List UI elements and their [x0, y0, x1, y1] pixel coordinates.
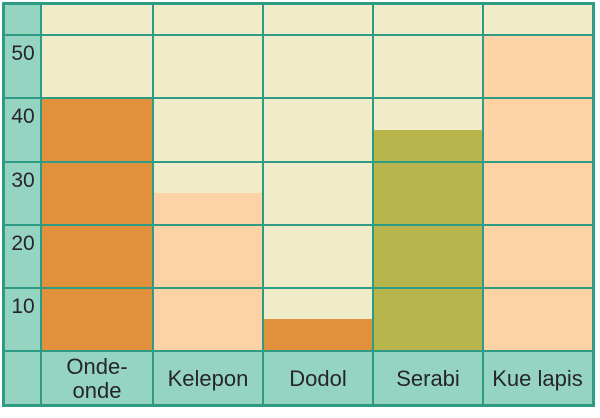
gridline-horizontal [5, 287, 592, 289]
gridline-vertical [40, 5, 42, 404]
gridline-vertical [372, 5, 374, 404]
gridline-horizontal [5, 97, 592, 99]
gridline-horizontal [5, 224, 592, 226]
x-category-label-kelepon: Kelepon [153, 353, 263, 404]
gridline-horizontal [5, 161, 592, 163]
gridline-vertical [152, 5, 154, 404]
gridline-vertical [262, 5, 264, 404]
x-category-text: Dodol [289, 365, 347, 391]
y-tick-label: 10 [11, 295, 35, 318]
y-tick-label: 30 [11, 169, 35, 192]
bar-kelepon [153, 193, 263, 351]
y-tick-label: 20 [11, 232, 35, 255]
x-category-label-onde-onde: Onde-onde [41, 353, 153, 404]
x-category-label-serabi: Serabi [373, 353, 483, 404]
x-category-text: Kelepon [167, 365, 249, 391]
x-category-text: Onde-onde [66, 353, 128, 403]
y-tick-label: 50 [11, 42, 35, 65]
gridline-vertical [482, 5, 484, 404]
x-category-text: Kue lapis [492, 365, 583, 391]
x-category-text: Serabi [396, 365, 460, 391]
gridline-horizontal [5, 34, 592, 36]
bar-kue-lapis [483, 36, 592, 351]
y-tick-label: 40 [11, 105, 35, 128]
bar-serabi [373, 130, 483, 351]
bar-dodol [263, 319, 373, 351]
x-axis-line [5, 350, 592, 352]
bar-chart: 50 40 30 20 10 Onde-onde Kelepon Dodol S… [2, 2, 595, 407]
x-category-label-kue-lapis: Kue lapis [483, 353, 592, 404]
x-category-label-dodol: Dodol [263, 353, 373, 404]
